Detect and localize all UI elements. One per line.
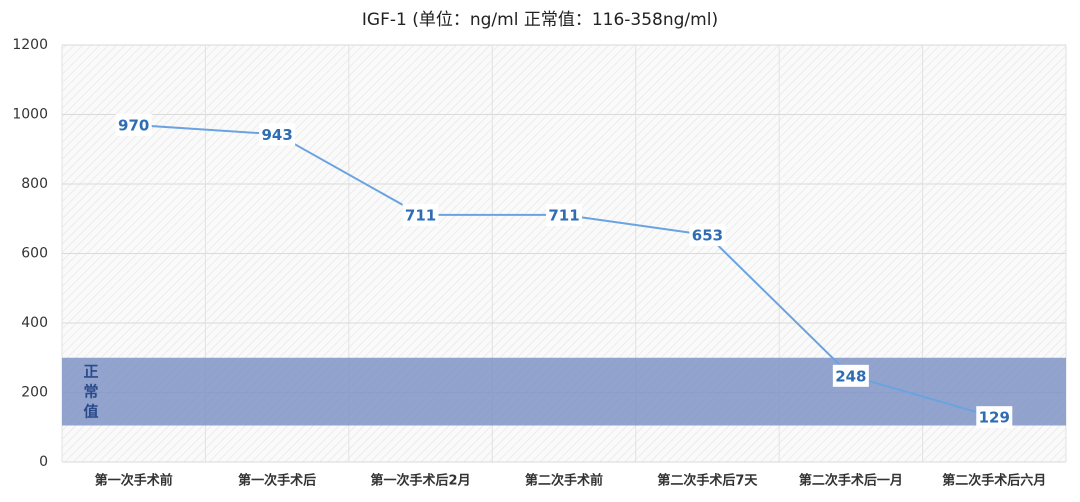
value-label-bg (546, 203, 582, 226)
value-label: 970 (118, 116, 149, 134)
y-tick-label: 400 (21, 315, 48, 331)
x-tick-label: 第二次手术后7天 (657, 473, 758, 489)
y-tick-label: 800 (21, 176, 48, 192)
value-label: 248 (835, 367, 866, 385)
value-label-bg (689, 224, 726, 247)
x-tick-label: 第一次手术后 (238, 473, 316, 489)
x-tick-label: 第二次手术后六月 (942, 473, 1046, 489)
value-label: 711 (548, 206, 579, 224)
y-tick-label: 200 (21, 385, 48, 401)
x-tick-label: 第二次手术前 (525, 473, 603, 489)
y-tick-label: 1000 (12, 107, 48, 123)
value-label-bg (402, 203, 439, 226)
y-tick-label: 600 (21, 246, 48, 262)
normal-band (62, 357, 1066, 426)
value-label: 943 (261, 126, 292, 144)
value-label-bg (259, 123, 296, 146)
value-label: 711 (405, 206, 436, 224)
value-label-bg (832, 364, 869, 387)
y-tick-label: 1200 (12, 37, 48, 53)
y-tick-label: 0 (39, 454, 48, 470)
band-label: 正常值 (83, 362, 98, 420)
chart-title: IGF-1 (单位：ng/ml 正常值：116-358ng/ml) (362, 10, 718, 30)
value-label-bg (115, 113, 152, 136)
x-tick-label: 第二次手术后一月 (799, 473, 903, 489)
x-tick-label: 第一次手术前 (95, 473, 173, 489)
value-label: 653 (692, 227, 723, 245)
x-tick-label: 第一次手术后2月 (371, 473, 471, 489)
value-label: 129 (979, 409, 1010, 427)
value-label-bg (976, 406, 1013, 429)
